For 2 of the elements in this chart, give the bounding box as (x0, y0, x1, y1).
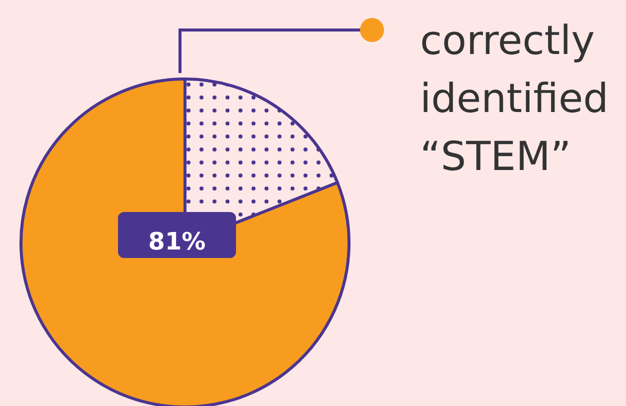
data-label: 81% (148, 228, 206, 256)
legend-label: correctly identified “STEM” (420, 18, 608, 180)
